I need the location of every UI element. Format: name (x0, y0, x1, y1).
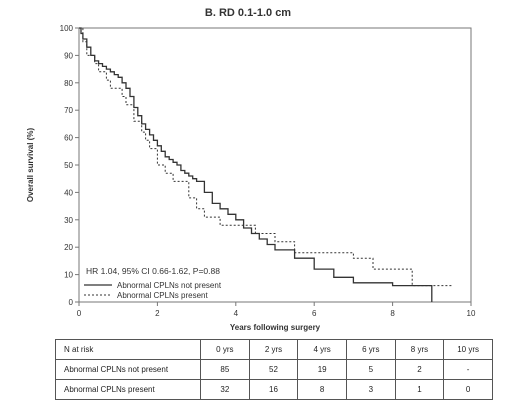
x-axis: 0 2 4 6 8 10 (77, 302, 476, 318)
y-tick-label: 0 (69, 298, 74, 307)
x-tick-label: 8 (390, 309, 395, 318)
legend-label-present: Abnormal CPLNs present (117, 291, 208, 300)
risk-table-row: Abnormal CPLNs not present 85 52 19 5 2 … (55, 359, 493, 380)
y-tick-label: 10 (64, 271, 73, 280)
risk-cell: 2 (394, 359, 445, 380)
risk-cell: 52 (248, 359, 299, 380)
hazard-ratio-annotation: HR 1.04, 95% CI 0.66-1.62, P=0.88 (86, 266, 220, 276)
legend-label-not-present: Abnormal CPLNs not present (117, 281, 222, 290)
km-survival-chart: B. RD 0.1-1.0 cm 0102030405060708090100 … (26, 7, 476, 332)
x-tick-label: 2 (155, 309, 160, 318)
plot-frame (78, 27, 472, 303)
chart-title: B. RD 0.1-1.0 cm (205, 7, 291, 19)
risk-header-6yrs: 6 yrs (345, 339, 396, 360)
risk-cell: 16 (248, 379, 299, 400)
risk-cell: 85 (200, 359, 250, 380)
y-tick-label: 90 (64, 51, 73, 60)
risk-header-2yrs: 2 yrs (248, 339, 299, 360)
curve-cplns-not-present (79, 27, 433, 302)
x-tick-label: 6 (312, 309, 317, 318)
risk-row-label: Abnormal CPLNs not present (55, 359, 201, 380)
risk-row-label: Abnormal CPLNs present (55, 379, 201, 400)
x-tick-label: 0 (77, 309, 82, 318)
curve-cplns-present (79, 27, 452, 287)
risk-cell: 32 (200, 379, 250, 400)
y-axis: 0 10 20 30 40 50 60 70 80 90 100 (60, 24, 79, 307)
risk-header-8yrs: 8 yrs (394, 339, 445, 360)
risk-header-label: N at risk (55, 339, 201, 360)
legend: Abnormal CPLNs not present Abnormal CPLN… (84, 281, 222, 300)
y-tick-label: 20 (64, 243, 73, 252)
y-tick-label: 30 (64, 216, 73, 225)
y-tick-label: 100 (60, 24, 74, 33)
risk-cell: 8 (297, 379, 347, 400)
risk-cell: 0 (443, 379, 493, 400)
y-tick-label: 70 (64, 106, 73, 115)
risk-table-header-row: N at risk 0 yrs 2 yrs 4 yrs 6 yrs 8 yrs … (55, 339, 493, 360)
y-axis-label: Overall survival (%) (26, 128, 35, 203)
risk-cell: 5 (345, 359, 396, 380)
risk-header-0yrs: 0 yrs (200, 339, 250, 360)
risk-table-row: Abnormal CPLNs present 32 16 8 3 1 0 (55, 379, 493, 400)
y-tick-label: 60 (64, 134, 73, 143)
risk-header-10yrs: 10 yrs (443, 339, 493, 360)
survival-curves (79, 27, 452, 302)
risk-header-4yrs: 4 yrs (297, 339, 347, 360)
x-tick-label: 10 (467, 309, 476, 318)
y-tick-label: 50 (64, 161, 73, 170)
number-at-risk-table: N at risk 0 yrs 2 yrs 4 yrs 6 yrs 8 yrs … (55, 339, 493, 400)
risk-cell: 19 (297, 359, 347, 380)
risk-cell: 1 (394, 379, 445, 400)
y-tick-label: 80 (64, 79, 73, 88)
risk-cell: 3 (345, 379, 396, 400)
y-tick-label: 40 (64, 188, 73, 197)
x-axis-label: Years following surgery (230, 323, 321, 332)
risk-cell: - (443, 359, 493, 380)
x-tick-label: 4 (234, 309, 239, 318)
